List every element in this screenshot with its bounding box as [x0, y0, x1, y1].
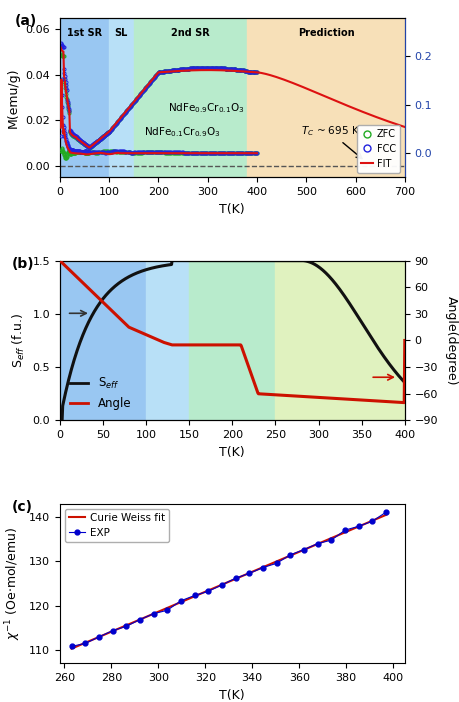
Bar: [146, 260, 189, 420]
Curie Weiss fit: [69, 644, 74, 653]
Curie Weiss fit: [301, 545, 306, 554]
EXP: [191, 591, 197, 600]
X-axis label: T(K): T(K): [219, 689, 245, 702]
Text: SL: SL: [114, 28, 128, 38]
X-axis label: T(K): T(K): [219, 446, 245, 458]
Bar: [60, 260, 146, 420]
EXP: [232, 574, 238, 583]
Curie Weiss fit: [328, 534, 333, 543]
Line: Curie Weiss fit: Curie Weiss fit: [72, 515, 385, 649]
Y-axis label: M(emu/g): M(emu/g): [7, 67, 20, 128]
Curie Weiss fit: [151, 609, 156, 618]
EXP: [341, 526, 347, 534]
Text: (a): (a): [15, 14, 37, 28]
Legend: Curie Weiss fit, EXP: Curie Weiss fit, EXP: [65, 509, 169, 542]
Curie Weiss fit: [273, 557, 279, 566]
Curie Weiss fit: [382, 510, 388, 519]
Curie Weiss fit: [314, 540, 320, 548]
Bar: [134, 18, 246, 178]
Curie Weiss fit: [260, 563, 265, 571]
Y-axis label: Angle(degree): Angle(degree): [443, 296, 456, 385]
Text: 2nd SR: 2nd SR: [171, 28, 209, 38]
Text: NdFe$_{0.9}$Cr$_{0.1}$O$_3$: NdFe$_{0.9}$Cr$_{0.1}$O$_3$: [168, 101, 244, 115]
Bar: [60, 18, 109, 178]
X-axis label: T(K): T(K): [219, 203, 245, 216]
EXP: [151, 609, 156, 618]
EXP: [82, 640, 88, 648]
EXP: [123, 622, 129, 630]
EXP: [273, 559, 279, 567]
Curie Weiss fit: [341, 528, 347, 536]
Curie Weiss fit: [164, 604, 170, 612]
Y-axis label: S$_{eff}$ (f.u.): S$_{eff}$ (f.u.): [11, 313, 27, 368]
Text: (b): (b): [11, 258, 34, 272]
EXP: [301, 545, 306, 554]
Line: EXP: EXP: [69, 510, 387, 649]
EXP: [314, 539, 320, 548]
Curie Weiss fit: [110, 627, 115, 635]
EXP: [355, 522, 361, 531]
Curie Weiss fit: [123, 621, 129, 630]
Curie Weiss fit: [218, 581, 224, 589]
Y-axis label: $\chi^{-1}$ (Oe$\cdot$mol/emu): $\chi^{-1}$ (Oe$\cdot$mol/emu): [4, 526, 23, 640]
EXP: [137, 616, 142, 624]
Legend: S$_{eff}$, Angle: S$_{eff}$, Angle: [66, 371, 135, 414]
Text: NdFe$_{0.1}$Cr$_{0.9}$O$_3$: NdFe$_{0.1}$Cr$_{0.9}$O$_3$: [143, 125, 219, 138]
EXP: [178, 597, 183, 605]
EXP: [369, 517, 374, 525]
Curie Weiss fit: [232, 575, 238, 583]
Bar: [246, 18, 404, 178]
Curie Weiss fit: [178, 598, 183, 607]
EXP: [218, 581, 224, 589]
EXP: [260, 563, 265, 571]
EXP: [110, 626, 115, 635]
EXP: [205, 587, 211, 595]
Text: Prediction: Prediction: [297, 28, 353, 38]
EXP: [287, 550, 292, 559]
EXP: [382, 508, 388, 517]
Curie Weiss fit: [191, 592, 197, 600]
Text: 1st SR: 1st SR: [67, 28, 102, 38]
EXP: [328, 536, 333, 544]
Curie Weiss fit: [246, 569, 252, 577]
Curie Weiss fit: [205, 586, 211, 595]
Text: (c): (c): [11, 501, 33, 515]
Bar: [275, 260, 404, 420]
Curie Weiss fit: [82, 639, 88, 647]
EXP: [246, 569, 252, 578]
Curie Weiss fit: [96, 633, 101, 641]
Curie Weiss fit: [369, 517, 374, 525]
Text: $T_C$ ~ 695 K: $T_C$ ~ 695 K: [301, 124, 359, 138]
Legend: ZFC, FCC, FIT: ZFC, FCC, FIT: [357, 125, 399, 173]
Bar: [109, 18, 134, 178]
Bar: [189, 260, 275, 420]
Curie Weiss fit: [287, 551, 292, 559]
Curie Weiss fit: [137, 616, 142, 624]
EXP: [96, 633, 101, 641]
EXP: [69, 642, 74, 651]
Curie Weiss fit: [355, 522, 361, 531]
EXP: [164, 606, 170, 614]
